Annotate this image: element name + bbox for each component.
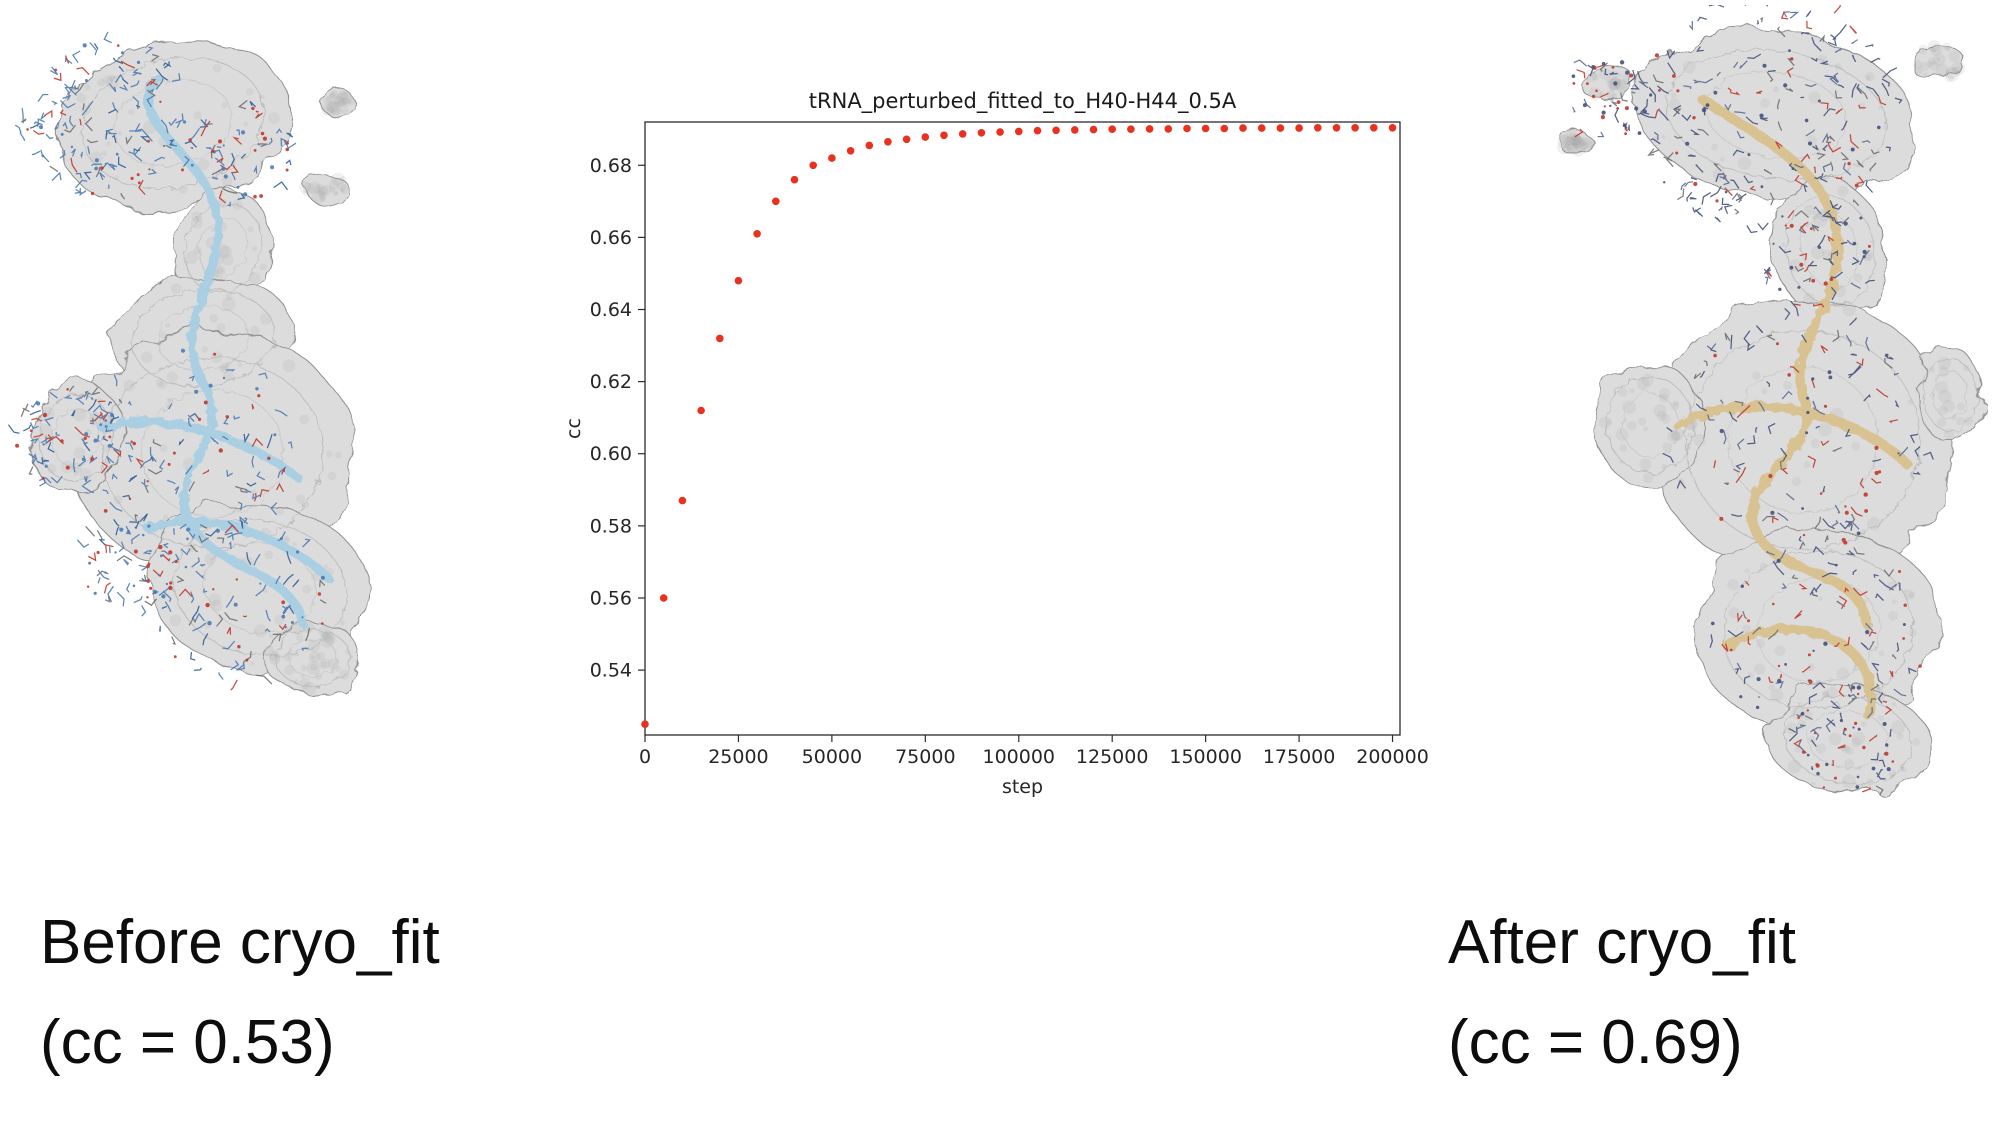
- data-point: [1370, 124, 1378, 132]
- data-point: [828, 154, 836, 162]
- data-point: [772, 197, 780, 206]
- data-point: [697, 406, 705, 415]
- data-point: [1388, 124, 1397, 132]
- data-point: [790, 175, 799, 184]
- data-point: [940, 131, 948, 140]
- x-tick-label: 150000: [1169, 746, 1242, 768]
- data-point: [1164, 125, 1173, 133]
- data-point: [884, 138, 892, 146]
- before-caption-line1: Before cryo_fit: [40, 908, 440, 977]
- data-point: [1201, 124, 1210, 133]
- surface-shading: [1557, 39, 1973, 789]
- data-point: [1314, 124, 1322, 132]
- data-point: [659, 594, 668, 602]
- cc-convergence-chart: tRNA_perturbed_fitted_to_H40-H44_0.5A 0 2…: [560, 85, 1440, 800]
- y-tick-label: 0.68: [590, 155, 632, 177]
- after-caption-cc: (cc = 0.69): [1448, 1008, 1743, 1078]
- data-point: [1071, 126, 1079, 134]
- data-point: [641, 720, 649, 728]
- x-tick-label: 25000: [708, 746, 768, 768]
- data-point: [809, 161, 817, 170]
- before-structure-image: [8, 31, 372, 696]
- axis-ticks: [638, 164, 1394, 742]
- data-point: [1239, 124, 1247, 132]
- scatter-points: [641, 124, 1397, 728]
- data-point: [1052, 126, 1060, 135]
- atom-dots: [15, 43, 325, 662]
- y-tick-label: 0.56: [590, 587, 632, 609]
- atom-dots: [1571, 49, 1922, 789]
- data-point: [1108, 125, 1116, 133]
- y-tick-label: 0.60: [590, 443, 632, 465]
- surface-contours: [1605, 49, 1978, 785]
- data-point: [678, 496, 687, 505]
- data-point: [734, 276, 743, 285]
- data-point: [1127, 125, 1135, 133]
- data-point: [1089, 125, 1098, 134]
- data-point: [1145, 125, 1154, 133]
- axis-tick-labels: 0 25000 50000 75000 100000 125000 150000 175000…: [563, 155, 1429, 798]
- x-axis-label: step: [1002, 776, 1043, 798]
- after-structure-image: [1557, 5, 1985, 798]
- data-point: [1220, 124, 1229, 133]
- data-point: [902, 135, 911, 144]
- data-point: [1033, 126, 1042, 135]
- data-point: [716, 334, 724, 343]
- data-point: [753, 230, 761, 238]
- plot-area: [644, 121, 1401, 736]
- data-point: [921, 133, 930, 141]
- y-tick-label: 0.54: [590, 660, 632, 682]
- y-axis-label: cc: [563, 418, 585, 439]
- y-tick-label: 0.58: [590, 515, 632, 537]
- density-surface: [29, 38, 372, 695]
- after-caption: After cryo_fit (cc = 0.69): [1448, 893, 1796, 1094]
- model-ribbon: [98, 73, 333, 628]
- data-point: [1295, 124, 1303, 132]
- data-point: [958, 130, 967, 138]
- after-caption-line1: After cryo_fit: [1448, 908, 1796, 977]
- x-tick-label: 0: [639, 746, 651, 768]
- data-point: [1351, 124, 1359, 132]
- data-point: [977, 129, 986, 137]
- y-tick-label: 0.64: [590, 299, 632, 321]
- model-sticks: [8, 31, 327, 691]
- data-point: [865, 141, 874, 150]
- x-tick-label: 75000: [895, 746, 955, 768]
- before-caption: Before cryo_fit (cc = 0.53): [40, 893, 440, 1094]
- data-point: [1015, 127, 1023, 136]
- x-tick-label: 175000: [1263, 746, 1336, 768]
- y-tick-label: 0.66: [590, 227, 632, 249]
- x-tick-label: 100000: [982, 746, 1055, 768]
- cc-vs-step-plot: 0 25000 50000 75000 100000 125000 150000 175000…: [563, 121, 1429, 798]
- chart-title: tRNA_perturbed_fitted_to_H40-H44_0.5A: [808, 89, 1237, 113]
- data-point: [1332, 124, 1341, 132]
- data-point: [996, 128, 1004, 136]
- model-ribbon: [1673, 95, 1913, 720]
- x-tick-label: 125000: [1076, 746, 1149, 768]
- y-tick-label: 0.62: [590, 371, 632, 393]
- before-caption-cc: (cc = 0.53): [40, 1008, 335, 1078]
- data-point: [1183, 124, 1191, 133]
- data-point: [1276, 124, 1285, 132]
- x-tick-label: 50000: [802, 746, 862, 768]
- data-point: [1257, 124, 1266, 132]
- x-tick-label: 200000: [1356, 746, 1429, 768]
- model-sticks: [1572, 5, 1934, 795]
- data-point: [846, 147, 855, 155]
